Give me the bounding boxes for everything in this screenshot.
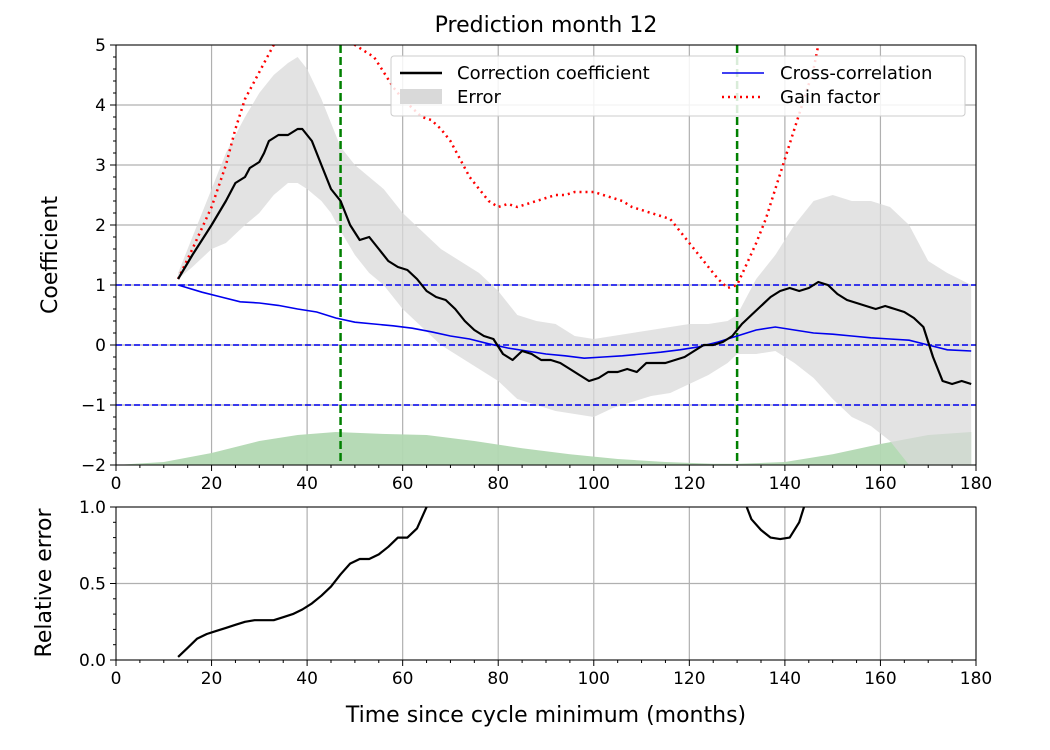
bottom-xtick-label: 40 [296,669,318,689]
bottom-ticks: 0 20 40 60 80 100 120 140 160 180 0.0 0.5 1.0 [79,498,992,689]
relative-error-line [745,507,806,541]
bottom-plot-area [177,507,806,658]
legend-label-gain: Gain factor [780,87,880,108]
xlabel: Time since cycle minimum (months) [345,703,746,728]
bottom-ytick-label: 1.0 [79,498,106,518]
top-xtick-label: 100 [578,474,610,494]
top-ytick-label: −1 [81,396,106,416]
top-ticks: 0 20 40 60 80 100 120 140 160 180 −2 −1 0 1 2 3 4 5 [81,36,992,494]
top-xtick-label: 60 [392,474,414,494]
top-xtick-label: 80 [487,474,509,494]
relative-error-line [177,507,428,658]
top-plot-area [116,45,976,465]
bottom-xtick-label: 0 [111,669,122,689]
bottom-xtick-label: 160 [864,669,896,689]
top-xtick-label: 180 [960,474,992,494]
bottom-ytick-label: 0.0 [79,651,106,671]
top-ytick-label: 1 [95,276,106,296]
top-ytick-label: 0 [95,336,106,356]
legend-label-error: Error [457,87,501,108]
top-xtick-label: 0 [111,474,122,494]
top-xtick-label: 160 [864,474,896,494]
bottom-xtick-label: 120 [673,669,705,689]
top-ytick-label: 5 [95,36,106,56]
chart-title: Prediction month 12 [435,13,658,38]
cross-correlation-line [177,284,972,360]
top-ytick-label: 4 [95,96,106,116]
top-xtick-label: 20 [201,474,223,494]
legend-swatch-error [400,89,442,104]
bottom-xtick-label: 80 [487,669,509,689]
gain-factor-line [353,45,820,290]
bottom-xtick-label: 20 [201,669,223,689]
top-ytick-label: −2 [81,456,106,476]
top-ytick-label: 3 [95,156,106,176]
distribution-area [116,432,972,465]
bottom-ytick-label: 0.5 [79,575,106,595]
top-xtick-label: 140 [769,474,801,494]
top-xtick-label: 40 [296,474,318,494]
bottom-xtick-label: 60 [392,669,414,689]
legend-label-correction: Correction coefficient [457,63,650,84]
legend-box [390,55,966,117]
legend-label-crosscorr: Cross-correlation [780,63,932,84]
top-ytick-label: 2 [95,216,106,236]
bottom-chart: 0 20 40 60 80 100 120 140 160 180 0.0 0.5 1.0 Relati… [32,498,992,728]
bottom-xtick-label: 100 [578,669,610,689]
top-ylabel: Coefficient [38,196,63,314]
error-band [178,57,972,465]
bottom-ylabel: Relative error [32,508,57,658]
correction-coefficient-line [177,127,972,386]
legend: Correction coefficient Error Cross-corre… [390,55,966,117]
bottom-xtick-label: 140 [769,669,801,689]
bottom-xtick-label: 180 [960,669,992,689]
top-chart: Prediction month 12 0 20 40 60 80 100 120 140 16… [38,13,992,494]
top-xtick-label: 120 [673,474,705,494]
